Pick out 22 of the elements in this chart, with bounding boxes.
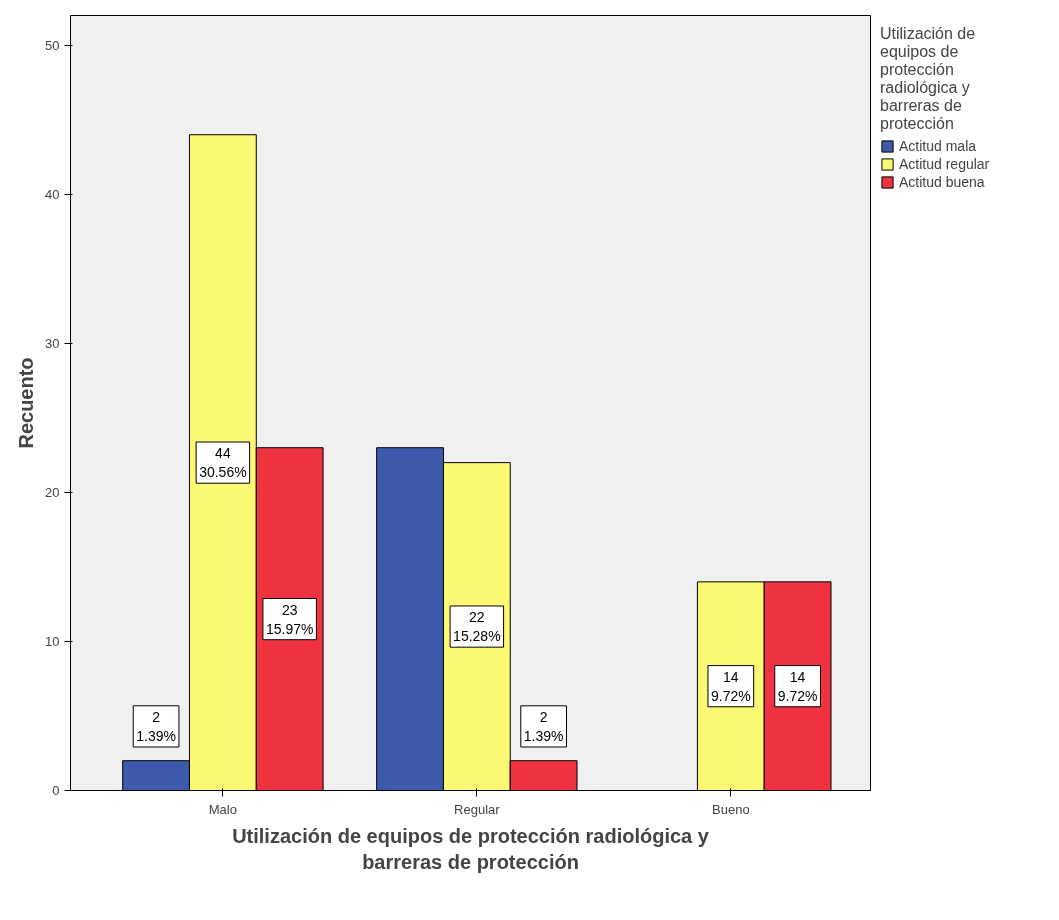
data-label: 2 1.39% [523,708,564,745]
data-label: 23 15.97% [265,601,314,637]
x-axis-title: Utilización de equipos de protección radiológica y barreras de protección [880,25,977,133]
legend-label: Actitud mala [899,138,977,154]
data-label: 44 30.56% [199,445,247,481]
data-label: 2 1.39% [136,708,176,745]
x-tick-label: Bueno [712,801,750,817]
data-label: 14 9.72% [710,668,751,704]
y-tick-label: 0 [52,783,60,798]
x-tick-label: Regular [454,801,501,817]
y-tick-label: 50 [45,37,60,53]
y-tick-label: 10 [45,633,60,649]
y-tick-label: 30 [45,335,60,351]
x-tick-label: Malo [208,801,237,817]
y-tick-label: 40 [45,186,60,202]
legend-label: Actitud buena [899,174,985,190]
y-axis-title: Recuento [15,357,38,449]
y-tick-label: 20 [45,484,60,500]
legend-title: Utilización de equipos de protección radiológica y barreras de protección [232,824,710,873]
legend-label: Actitud regular [899,156,990,172]
data-label: 14 9.72% [777,668,818,704]
data-label: 22 15.28% [453,608,501,645]
